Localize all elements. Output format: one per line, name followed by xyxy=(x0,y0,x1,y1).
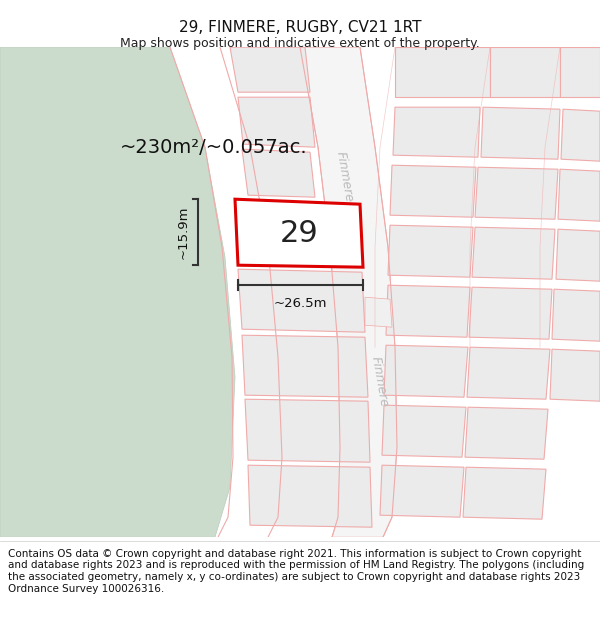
Text: Finmere: Finmere xyxy=(369,356,391,409)
Polygon shape xyxy=(558,169,600,221)
Text: Contains OS data © Crown copyright and database right 2021. This information is : Contains OS data © Crown copyright and d… xyxy=(8,549,584,594)
Polygon shape xyxy=(552,289,600,341)
Polygon shape xyxy=(390,165,476,217)
Polygon shape xyxy=(469,287,552,339)
Text: Map shows position and indicative extent of the property.: Map shows position and indicative extent… xyxy=(120,37,480,49)
Text: Finmere: Finmere xyxy=(334,151,356,204)
Polygon shape xyxy=(395,47,490,97)
Polygon shape xyxy=(561,109,600,161)
Polygon shape xyxy=(242,335,368,398)
Polygon shape xyxy=(382,405,466,457)
Polygon shape xyxy=(475,167,558,219)
Polygon shape xyxy=(384,345,468,398)
Polygon shape xyxy=(245,399,370,462)
Text: ~230m²/~0.057ac.: ~230m²/~0.057ac. xyxy=(120,138,308,157)
Polygon shape xyxy=(248,465,372,527)
Polygon shape xyxy=(300,47,397,537)
Polygon shape xyxy=(556,229,600,281)
Polygon shape xyxy=(481,107,560,159)
Polygon shape xyxy=(463,467,546,519)
Polygon shape xyxy=(393,107,480,157)
Polygon shape xyxy=(238,97,315,147)
Polygon shape xyxy=(242,149,315,197)
Polygon shape xyxy=(467,347,550,399)
Polygon shape xyxy=(386,285,470,337)
Polygon shape xyxy=(238,269,365,332)
Polygon shape xyxy=(230,47,310,92)
Polygon shape xyxy=(388,225,473,277)
Polygon shape xyxy=(550,349,600,401)
Polygon shape xyxy=(472,227,555,279)
Polygon shape xyxy=(465,408,548,459)
Polygon shape xyxy=(560,47,600,97)
Polygon shape xyxy=(235,199,363,267)
Polygon shape xyxy=(0,47,235,537)
Text: ~15.9m: ~15.9m xyxy=(176,206,190,259)
Text: 29, FINMERE, RUGBY, CV21 1RT: 29, FINMERE, RUGBY, CV21 1RT xyxy=(179,20,421,35)
Polygon shape xyxy=(380,465,464,517)
Text: ~26.5m: ~26.5m xyxy=(274,297,327,309)
Polygon shape xyxy=(365,297,392,327)
Polygon shape xyxy=(490,47,560,97)
Text: 29: 29 xyxy=(280,219,319,248)
